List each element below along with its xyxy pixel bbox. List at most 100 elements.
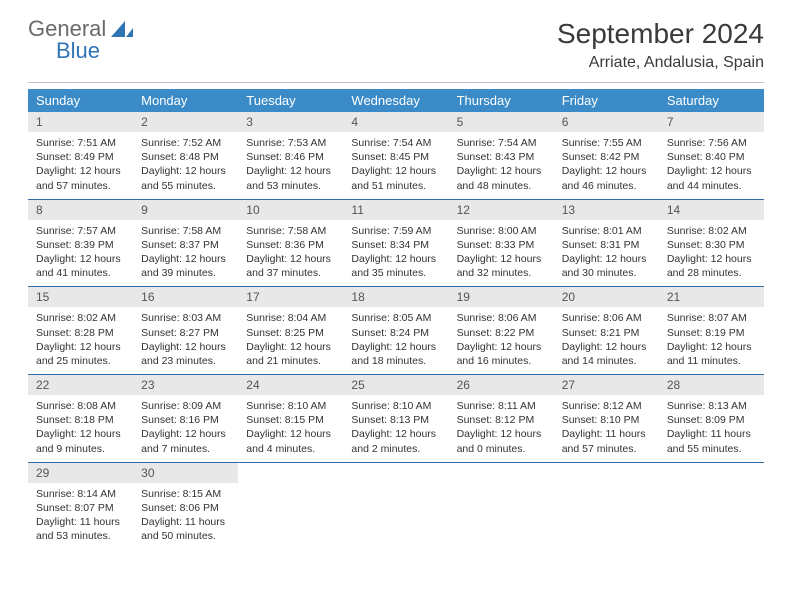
day-number: 12 bbox=[449, 200, 554, 220]
col-saturday: Saturday bbox=[659, 89, 764, 112]
day-cell: 11Sunrise: 7:59 AMSunset: 8:34 PMDayligh… bbox=[343, 199, 448, 287]
empty-cell: .. bbox=[449, 462, 554, 549]
day-cell: 19Sunrise: 8:06 AMSunset: 8:22 PMDayligh… bbox=[449, 287, 554, 375]
empty-cell: .. bbox=[659, 462, 764, 549]
calendar-table: Sunday Monday Tuesday Wednesday Thursday… bbox=[28, 89, 764, 549]
col-sunday: Sunday bbox=[28, 89, 133, 112]
day-body: Sunrise: 8:10 AMSunset: 8:13 PMDaylight:… bbox=[343, 395, 448, 462]
day-cell: 28Sunrise: 8:13 AMSunset: 8:09 PMDayligh… bbox=[659, 375, 764, 463]
page-header: General Blue September 2024 Arriate, And… bbox=[28, 18, 764, 72]
day-number: 7 bbox=[659, 112, 764, 132]
day-body: Sunrise: 8:08 AMSunset: 8:18 PMDaylight:… bbox=[28, 395, 133, 462]
day-body: Sunrise: 8:11 AMSunset: 8:12 PMDaylight:… bbox=[449, 395, 554, 462]
day-number: 20 bbox=[554, 287, 659, 307]
day-body: Sunrise: 8:10 AMSunset: 8:15 PMDaylight:… bbox=[238, 395, 343, 462]
day-number: 27 bbox=[554, 375, 659, 395]
day-body: Sunrise: 8:06 AMSunset: 8:21 PMDaylight:… bbox=[554, 307, 659, 374]
day-cell: 30Sunrise: 8:15 AMSunset: 8:06 PMDayligh… bbox=[133, 462, 238, 549]
day-body: Sunrise: 8:04 AMSunset: 8:25 PMDaylight:… bbox=[238, 307, 343, 374]
day-number: 9 bbox=[133, 200, 238, 220]
day-body: Sunrise: 7:58 AMSunset: 8:36 PMDaylight:… bbox=[238, 220, 343, 287]
day-number: 16 bbox=[133, 287, 238, 307]
day-number: 25 bbox=[343, 375, 448, 395]
empty-cell: .. bbox=[343, 462, 448, 549]
day-cell: 8Sunrise: 7:57 AMSunset: 8:39 PMDaylight… bbox=[28, 199, 133, 287]
day-cell: 14Sunrise: 8:02 AMSunset: 8:30 PMDayligh… bbox=[659, 199, 764, 287]
month-title: September 2024 bbox=[557, 18, 764, 50]
day-number: 11 bbox=[343, 200, 448, 220]
day-body: Sunrise: 8:13 AMSunset: 8:09 PMDaylight:… bbox=[659, 395, 764, 462]
col-monday: Monday bbox=[133, 89, 238, 112]
day-body: Sunrise: 7:54 AMSunset: 8:43 PMDaylight:… bbox=[449, 132, 554, 199]
day-number: 19 bbox=[449, 287, 554, 307]
weekday-header-row: Sunday Monday Tuesday Wednesday Thursday… bbox=[28, 89, 764, 112]
day-cell: 12Sunrise: 8:00 AMSunset: 8:33 PMDayligh… bbox=[449, 199, 554, 287]
day-number: 28 bbox=[659, 375, 764, 395]
day-cell: 4Sunrise: 7:54 AMSunset: 8:45 PMDaylight… bbox=[343, 112, 448, 199]
day-cell: 13Sunrise: 8:01 AMSunset: 8:31 PMDayligh… bbox=[554, 199, 659, 287]
day-cell: 24Sunrise: 8:10 AMSunset: 8:15 PMDayligh… bbox=[238, 375, 343, 463]
header-divider bbox=[28, 82, 764, 83]
day-cell: 29Sunrise: 8:14 AMSunset: 8:07 PMDayligh… bbox=[28, 462, 133, 549]
day-number: 24 bbox=[238, 375, 343, 395]
day-body: Sunrise: 8:00 AMSunset: 8:33 PMDaylight:… bbox=[449, 220, 554, 287]
day-body: Sunrise: 7:57 AMSunset: 8:39 PMDaylight:… bbox=[28, 220, 133, 287]
day-cell: 17Sunrise: 8:04 AMSunset: 8:25 PMDayligh… bbox=[238, 287, 343, 375]
day-cell: 18Sunrise: 8:05 AMSunset: 8:24 PMDayligh… bbox=[343, 287, 448, 375]
title-block: September 2024 Arriate, Andalusia, Spain bbox=[557, 18, 764, 72]
day-cell: 25Sunrise: 8:10 AMSunset: 8:13 PMDayligh… bbox=[343, 375, 448, 463]
day-body: Sunrise: 7:52 AMSunset: 8:48 PMDaylight:… bbox=[133, 132, 238, 199]
day-number: 2 bbox=[133, 112, 238, 132]
day-number: 17 bbox=[238, 287, 343, 307]
day-cell: 1Sunrise: 7:51 AMSunset: 8:49 PMDaylight… bbox=[28, 112, 133, 199]
day-cell: 22Sunrise: 8:08 AMSunset: 8:18 PMDayligh… bbox=[28, 375, 133, 463]
day-number: 23 bbox=[133, 375, 238, 395]
day-body: Sunrise: 8:01 AMSunset: 8:31 PMDaylight:… bbox=[554, 220, 659, 287]
day-number: 8 bbox=[28, 200, 133, 220]
day-number: 14 bbox=[659, 200, 764, 220]
day-body: Sunrise: 7:58 AMSunset: 8:37 PMDaylight:… bbox=[133, 220, 238, 287]
day-cell: 6Sunrise: 7:55 AMSunset: 8:42 PMDaylight… bbox=[554, 112, 659, 199]
day-body: Sunrise: 8:05 AMSunset: 8:24 PMDaylight:… bbox=[343, 307, 448, 374]
day-cell: 9Sunrise: 7:58 AMSunset: 8:37 PMDaylight… bbox=[133, 199, 238, 287]
day-body: Sunrise: 8:12 AMSunset: 8:10 PMDaylight:… bbox=[554, 395, 659, 462]
day-number: 18 bbox=[343, 287, 448, 307]
day-body: Sunrise: 8:15 AMSunset: 8:06 PMDaylight:… bbox=[133, 483, 238, 550]
day-number: 30 bbox=[133, 463, 238, 483]
day-body: Sunrise: 7:54 AMSunset: 8:45 PMDaylight:… bbox=[343, 132, 448, 199]
day-cell: 20Sunrise: 8:06 AMSunset: 8:21 PMDayligh… bbox=[554, 287, 659, 375]
sail-icon bbox=[111, 19, 133, 44]
day-number: 29 bbox=[28, 463, 133, 483]
day-cell: 21Sunrise: 8:07 AMSunset: 8:19 PMDayligh… bbox=[659, 287, 764, 375]
day-number: 3 bbox=[238, 112, 343, 132]
empty-cell: .. bbox=[554, 462, 659, 549]
day-body: Sunrise: 8:07 AMSunset: 8:19 PMDaylight:… bbox=[659, 307, 764, 374]
day-cell: 2Sunrise: 7:52 AMSunset: 8:48 PMDaylight… bbox=[133, 112, 238, 199]
calendar-row: 1Sunrise: 7:51 AMSunset: 8:49 PMDaylight… bbox=[28, 112, 764, 199]
day-body: Sunrise: 8:02 AMSunset: 8:28 PMDaylight:… bbox=[28, 307, 133, 374]
day-number: 26 bbox=[449, 375, 554, 395]
day-body: Sunrise: 8:14 AMSunset: 8:07 PMDaylight:… bbox=[28, 483, 133, 550]
col-tuesday: Tuesday bbox=[238, 89, 343, 112]
calendar-row: 22Sunrise: 8:08 AMSunset: 8:18 PMDayligh… bbox=[28, 375, 764, 463]
col-wednesday: Wednesday bbox=[343, 89, 448, 112]
day-cell: 3Sunrise: 7:53 AMSunset: 8:46 PMDaylight… bbox=[238, 112, 343, 199]
calendar-row: 15Sunrise: 8:02 AMSunset: 8:28 PMDayligh… bbox=[28, 287, 764, 375]
logo-word-general: General bbox=[28, 16, 106, 41]
day-number: 10 bbox=[238, 200, 343, 220]
day-number: 1 bbox=[28, 112, 133, 132]
day-body: Sunrise: 7:59 AMSunset: 8:34 PMDaylight:… bbox=[343, 220, 448, 287]
day-cell: 10Sunrise: 7:58 AMSunset: 8:36 PMDayligh… bbox=[238, 199, 343, 287]
day-cell: 5Sunrise: 7:54 AMSunset: 8:43 PMDaylight… bbox=[449, 112, 554, 199]
calendar-body: 1Sunrise: 7:51 AMSunset: 8:49 PMDaylight… bbox=[28, 112, 764, 549]
calendar-row: 8Sunrise: 7:57 AMSunset: 8:39 PMDaylight… bbox=[28, 199, 764, 287]
day-cell: 7Sunrise: 7:56 AMSunset: 8:40 PMDaylight… bbox=[659, 112, 764, 199]
day-body: Sunrise: 7:51 AMSunset: 8:49 PMDaylight:… bbox=[28, 132, 133, 199]
day-body: Sunrise: 8:06 AMSunset: 8:22 PMDaylight:… bbox=[449, 307, 554, 374]
day-cell: 26Sunrise: 8:11 AMSunset: 8:12 PMDayligh… bbox=[449, 375, 554, 463]
day-body: Sunrise: 7:55 AMSunset: 8:42 PMDaylight:… bbox=[554, 132, 659, 199]
day-body: Sunrise: 8:02 AMSunset: 8:30 PMDaylight:… bbox=[659, 220, 764, 287]
col-thursday: Thursday bbox=[449, 89, 554, 112]
day-number: 6 bbox=[554, 112, 659, 132]
day-number: 21 bbox=[659, 287, 764, 307]
